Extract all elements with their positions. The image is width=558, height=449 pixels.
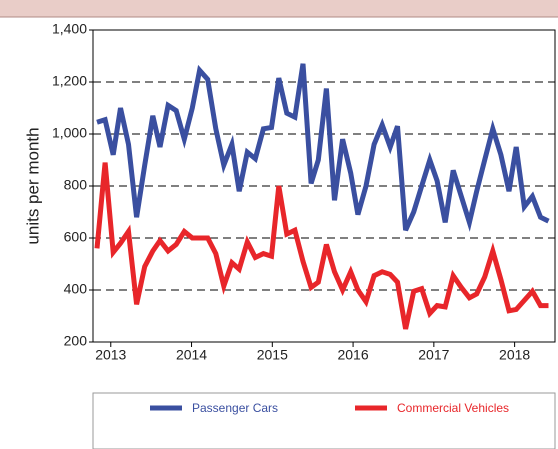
top-band (0, 0, 558, 17)
y-tick-label: 200 (64, 333, 88, 349)
y-tick-label: 1,200 (52, 73, 87, 89)
series-line (94, 162, 549, 330)
series-line (96, 63, 550, 232)
y-tick-label: 1,400 (52, 21, 87, 37)
x-tick-label: 2017 (418, 347, 449, 363)
x-tick-label: 2016 (337, 347, 368, 363)
y-tick-label: 400 (64, 281, 88, 297)
x-tick-label: 2013 (95, 347, 126, 363)
legend-box (92, 392, 556, 449)
legend-label: Commercial Vehicles (397, 401, 509, 415)
y-tick-label: 600 (64, 229, 88, 245)
x-tick-label: 2014 (176, 347, 207, 363)
plot-frame (92, 29, 556, 343)
y-tick-label: 1,000 (52, 125, 87, 141)
legend-label: Passenger Cars (192, 401, 278, 415)
y-axis-label: units per month (23, 127, 42, 244)
y-tick-label: 800 (64, 177, 88, 193)
x-tick-label: 2015 (257, 347, 288, 363)
x-tick-label: 2018 (499, 347, 530, 363)
